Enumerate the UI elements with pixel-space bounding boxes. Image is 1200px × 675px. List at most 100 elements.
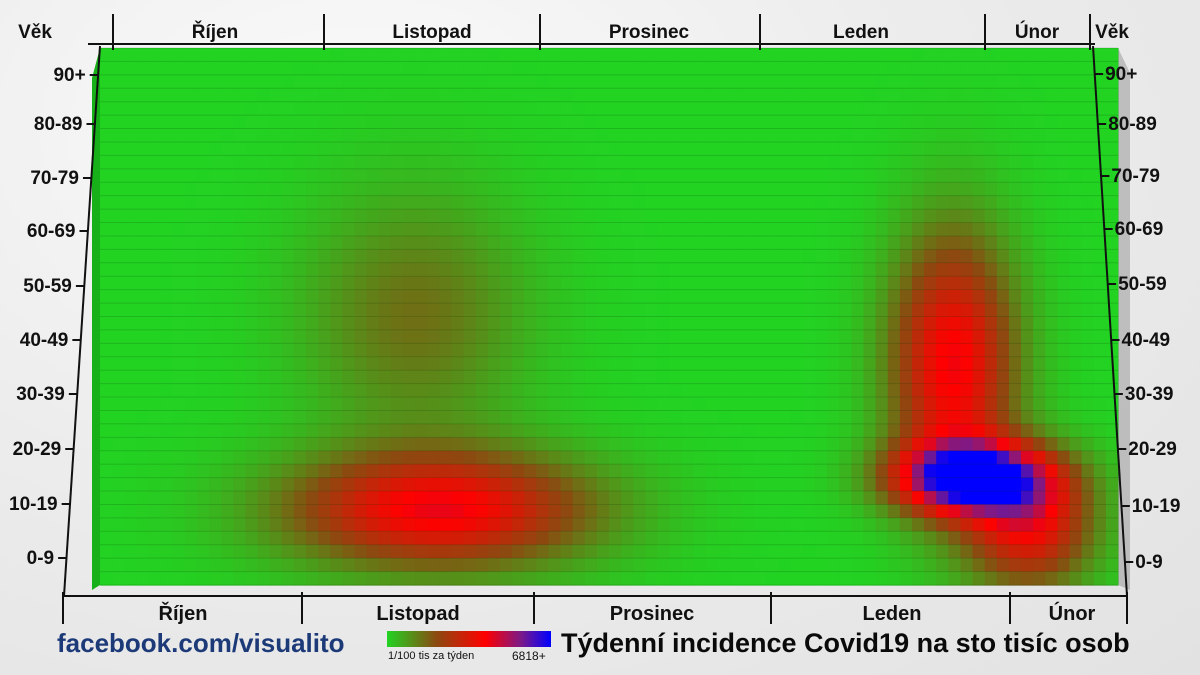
heat-cell: [499, 195, 513, 210]
heat-cell: [560, 88, 574, 103]
heat-cell: [148, 235, 162, 250]
heat-cell: [100, 48, 113, 63]
heat-cell: [100, 128, 113, 143]
heat-cell: [960, 101, 974, 116]
heat-cell: [463, 450, 477, 465]
heat-cell: [233, 397, 247, 412]
heat-cell: [609, 195, 622, 210]
heat-cell: [633, 128, 646, 143]
heat-cell: [596, 356, 610, 371]
heat-cell: [730, 329, 743, 344]
heat-cell: [863, 531, 877, 546]
heat-cell: [390, 450, 404, 465]
heat-cell: [512, 558, 525, 573]
heat-cell: [572, 222, 586, 237]
heat-cell: [402, 504, 416, 519]
heat-cell: [827, 356, 840, 371]
heat-cell: [1021, 128, 1034, 143]
heat-cell: [984, 517, 998, 532]
heat-cell: [257, 74, 271, 89]
heat-cell: [221, 141, 234, 157]
heat-cell: [475, 329, 489, 344]
heat-cell: [342, 235, 356, 250]
heat-cell: [487, 491, 501, 506]
heat-cell: [1057, 531, 1071, 546]
heat-cell: [257, 531, 271, 546]
heat-cell: [378, 74, 392, 89]
heat-cell: [524, 182, 537, 197]
heat-cell: [1021, 558, 1034, 573]
heat-cell: [257, 209, 271, 224]
heat-cell: [318, 558, 331, 573]
heat-cell: [1008, 101, 1022, 116]
heat-cell: [112, 155, 125, 170]
heat-cell: [463, 289, 477, 304]
heat-cell: [705, 450, 719, 465]
heat-cell: [596, 423, 610, 438]
heat-cell: [293, 343, 307, 358]
heat-cell: [245, 370, 259, 385]
heat-cell: [354, 437, 368, 452]
heat-cell: [354, 491, 368, 506]
heat-cell: [657, 222, 671, 237]
heat-cell: [984, 383, 998, 398]
heat-cell: [148, 316, 162, 331]
heat-cell: [415, 48, 428, 63]
heat-cell: [402, 383, 416, 398]
heat-cell: [984, 329, 998, 344]
heat-cell: [802, 155, 816, 170]
heat-cell: [596, 477, 610, 492]
heat-cell: [136, 370, 150, 385]
facebook-link[interactable]: facebook.com/visualito: [57, 628, 345, 658]
heat-cell: [633, 235, 646, 250]
heat-cell: [463, 504, 477, 519]
heat-cell: [1081, 195, 1095, 210]
heat-cell: [1105, 209, 1119, 224]
heat-cell: [1008, 88, 1022, 103]
heat-cell: [754, 61, 768, 76]
heat-cell: [378, 195, 392, 210]
heat-cell: [1069, 182, 1083, 197]
heat-cell: [1081, 128, 1095, 143]
heat-cell: [281, 168, 295, 183]
heat-cell: [233, 477, 247, 492]
heat-cell: [778, 101, 792, 116]
heat-cell: [245, 74, 259, 89]
heat-cell: [1033, 504, 1046, 519]
heat-cell: [645, 74, 659, 89]
heat-cell: [378, 276, 392, 291]
heat-cell: [499, 370, 513, 385]
heat-cell: [596, 329, 610, 344]
left-axis-line: [63, 45, 101, 597]
heat-cell: [124, 491, 137, 506]
heat-cell: [160, 531, 174, 546]
heat-cell: [293, 209, 307, 224]
heat-cell: [536, 88, 550, 103]
heat-cell: [439, 141, 453, 157]
heat-cell: [136, 289, 150, 304]
heat-cell: [1093, 383, 1107, 398]
heat-cell: [427, 235, 440, 250]
heat-cell: [306, 303, 319, 318]
heat-cell: [742, 571, 756, 586]
heat-cell: [378, 464, 392, 479]
heat-cell: [402, 289, 416, 304]
heat-cell: [899, 235, 913, 250]
heat-cell: [802, 477, 816, 492]
heat-cell: [827, 423, 840, 438]
heat-cell: [693, 343, 707, 358]
heat-cell: [330, 115, 343, 130]
heat-cell: [899, 303, 913, 318]
heat-cell: [1021, 571, 1034, 586]
heat-cell: [1033, 249, 1046, 264]
heat-cell: [112, 289, 125, 304]
heat-cell: [887, 249, 901, 264]
heat-cell: [778, 74, 792, 89]
heat-cell: [524, 128, 537, 143]
heat-cell: [487, 397, 501, 412]
heat-cell: [196, 504, 210, 519]
heat-cell: [196, 370, 210, 385]
heat-cell: [209, 397, 222, 412]
heat-cell: [172, 316, 186, 331]
heat-cell: [306, 397, 319, 412]
